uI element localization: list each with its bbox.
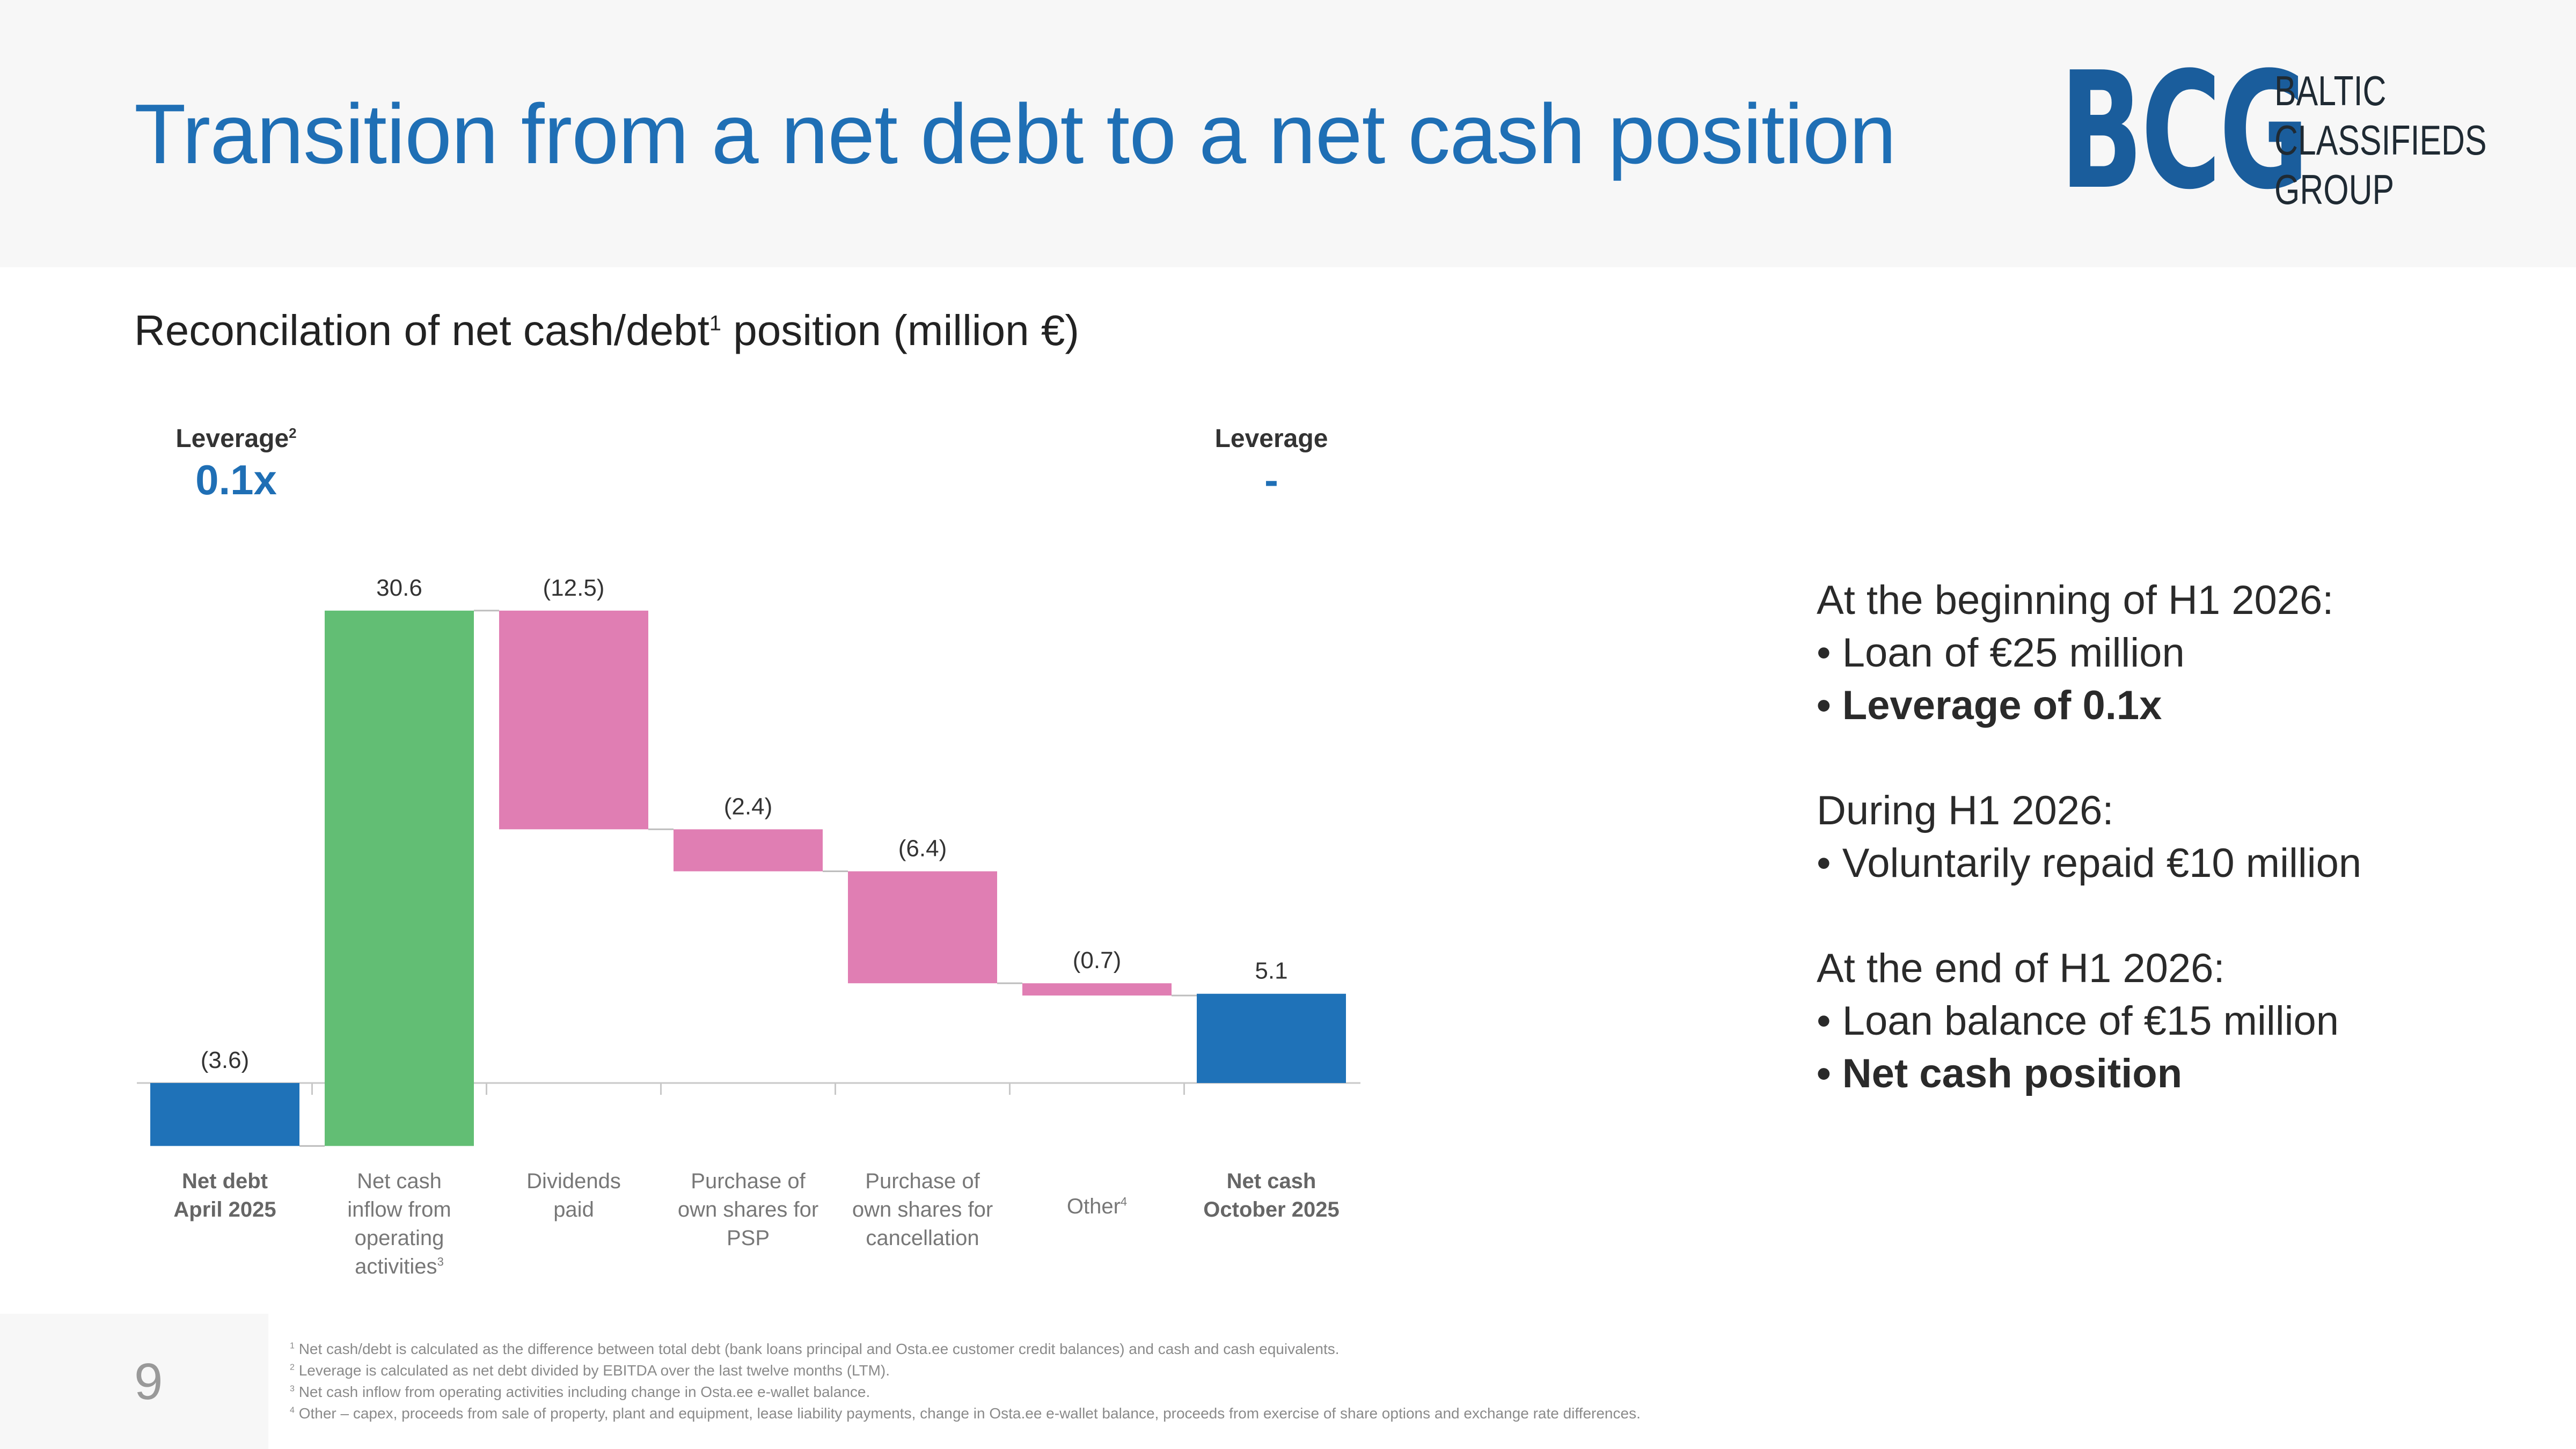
footnote-marker: 4 bbox=[290, 1406, 295, 1415]
data-label: (0.7) bbox=[1073, 947, 1121, 974]
logo-line: CLASSIFIEDS bbox=[2274, 116, 2487, 164]
footnote-text: Net cash inflow from operating activitie… bbox=[298, 1384, 870, 1400]
waterfall-bar bbox=[150, 1083, 299, 1146]
category-label-line: paid bbox=[553, 1198, 594, 1221]
category-label-line: cancellation bbox=[866, 1226, 979, 1250]
footnotes: 1 Net cash/debt is calculated as the dif… bbox=[290, 1338, 1641, 1424]
category-label-line: Net debt bbox=[182, 1169, 268, 1193]
leverage-footnote-ref: 2 bbox=[289, 425, 297, 441]
commentary-heading: At the end of H1 2026: bbox=[1817, 946, 2225, 991]
leverage-end-value: - bbox=[1264, 456, 1278, 503]
data-label: 30.6 bbox=[376, 575, 422, 601]
leverage-end-label: Leverage bbox=[1214, 425, 1328, 453]
waterfall-bar bbox=[499, 610, 648, 830]
waterfall-bar bbox=[848, 871, 997, 984]
category-label: Dividends paid bbox=[493, 1167, 654, 1224]
data-label: 5.1 bbox=[1255, 958, 1287, 984]
bullet-text: Net cash position bbox=[1842, 1051, 2183, 1096]
subtitle-suffix: position (million €) bbox=[721, 306, 1079, 354]
leverage-start-value: 0.1x bbox=[195, 456, 277, 503]
category-label-line: Purchase of bbox=[691, 1169, 806, 1193]
logo-mark: BCG bbox=[2060, 38, 2309, 225]
footnote-marker: 2 bbox=[290, 1363, 295, 1372]
commentary: At the beginning of H1 2026: • Loan of €… bbox=[1817, 574, 2361, 1153]
footer-band bbox=[0, 1314, 268, 1449]
footnote-marker: 3 bbox=[290, 1384, 295, 1394]
data-label: (3.6) bbox=[201, 1047, 249, 1073]
leverage-end: Leverage - bbox=[1164, 424, 1379, 504]
waterfall-bar bbox=[1197, 993, 1346, 1083]
category-label-line: Net cash bbox=[357, 1169, 442, 1193]
page-title: Transition from a net debt to a net cash… bbox=[134, 87, 1897, 181]
data-label: (2.4) bbox=[724, 793, 772, 819]
logo-line: GROUP bbox=[2274, 166, 2395, 213]
footnote: 2 Leverage is calculated as net debt div… bbox=[290, 1360, 1641, 1381]
category-label-line: Dividends bbox=[526, 1169, 621, 1193]
category-label: Net cash October 2025 bbox=[1191, 1167, 1352, 1224]
logo-line: BALTIC bbox=[2274, 67, 2387, 114]
data-label: (12.5) bbox=[543, 575, 605, 601]
header-band bbox=[0, 0, 2576, 267]
category-label-line: own shares for bbox=[852, 1198, 993, 1221]
category-label-line: inflow from bbox=[347, 1198, 451, 1221]
bullet-text: Loan of €25 million bbox=[1842, 630, 2185, 676]
footnote: 3 Net cash inflow from operating activit… bbox=[290, 1381, 1641, 1403]
category-label: Purchase of own shares for PSP bbox=[668, 1167, 829, 1253]
footnote: 1 Net cash/debt is calculated as the dif… bbox=[290, 1338, 1641, 1360]
category-label-line: PSP bbox=[726, 1226, 770, 1250]
category-label: Purchase of own shares for cancellation bbox=[842, 1167, 1003, 1253]
subtitle-text: Reconcilation of net cash/debt bbox=[134, 306, 709, 354]
footnote-marker: 1 bbox=[290, 1341, 295, 1351]
leverage-start: Leverage2 0.1x bbox=[129, 424, 343, 504]
commentary-block: At the beginning of H1 2026: • Loan of €… bbox=[1817, 574, 2361, 732]
category-label-line: Net cash bbox=[1226, 1169, 1316, 1193]
category-label-line: Other4 bbox=[1066, 1195, 1128, 1218]
commentary-heading: During H1 2026: bbox=[1817, 788, 2114, 833]
category-label-line: October 2025 bbox=[1203, 1198, 1340, 1221]
logo-wordmark: BALTIC CLASSIFIEDS GROUP bbox=[2274, 66, 2487, 214]
category-label: Net debt April 2025 bbox=[144, 1167, 305, 1224]
category-label-line: own shares for bbox=[677, 1198, 819, 1221]
commentary-block: At the end of H1 2026: • Loan balance of… bbox=[1817, 942, 2361, 1100]
category-label-line: operating bbox=[354, 1226, 444, 1250]
bullet-text: Loan balance of €15 million bbox=[1842, 998, 2339, 1044]
page-number: 9 bbox=[134, 1353, 163, 1410]
footnote-text: Net cash/debt is calculated as the diffe… bbox=[298, 1341, 1340, 1357]
category-label-line: Purchase of bbox=[865, 1169, 980, 1193]
category-label: Net cash inflow from operating activities3 bbox=[319, 1167, 480, 1281]
commentary-bullet: • Loan balance of €15 million bbox=[1817, 998, 2339, 1044]
category-label-line: activities3 bbox=[355, 1255, 444, 1278]
commentary-heading: At the beginning of H1 2026: bbox=[1817, 577, 2334, 623]
leverage-start-label-text: Leverage bbox=[175, 425, 289, 453]
footnote-text: Leverage is calculated as net debt divid… bbox=[298, 1362, 890, 1379]
subtitle-footnote-ref: 1 bbox=[709, 311, 722, 335]
chart-subtitle: Reconcilation of net cash/debt1 position… bbox=[134, 306, 1079, 355]
footnote: 4 Other – capex, proceeds from sale of p… bbox=[290, 1403, 1641, 1424]
bcg-logo: BCG BALTIC CLASSIFIEDS GROUP bbox=[2060, 38, 2487, 225]
commentary-bullet: • Loan of €25 million bbox=[1817, 630, 2185, 676]
data-label: (6.4) bbox=[898, 836, 947, 862]
commentary-bullet: • Voluntarily repaid €10 million bbox=[1817, 840, 2362, 886]
commentary-block: During H1 2026: • Voluntarily repaid €10… bbox=[1817, 785, 2361, 890]
bullet-text: Voluntarily repaid €10 million bbox=[1842, 840, 2362, 886]
bullet-text: Leverage of 0.1x bbox=[1842, 683, 2162, 728]
category-label-line: April 2025 bbox=[173, 1198, 276, 1221]
category-footnote-ref: 3 bbox=[437, 1255, 444, 1269]
waterfall-bar bbox=[674, 829, 823, 872]
leverage-start-label: Leverage2 bbox=[129, 424, 343, 453]
footnote-text: Other – capex, proceeds from sale of pro… bbox=[298, 1405, 1641, 1422]
waterfall-bar bbox=[325, 610, 474, 1146]
waterfall-bar bbox=[1022, 983, 1172, 996]
category-footnote-ref: 4 bbox=[1120, 1195, 1128, 1209]
commentary-bullet: • Leverage of 0.1x bbox=[1817, 683, 2162, 728]
category-label: Other4 bbox=[1016, 1192, 1177, 1221]
commentary-bullet: • Net cash position bbox=[1817, 1051, 2183, 1096]
